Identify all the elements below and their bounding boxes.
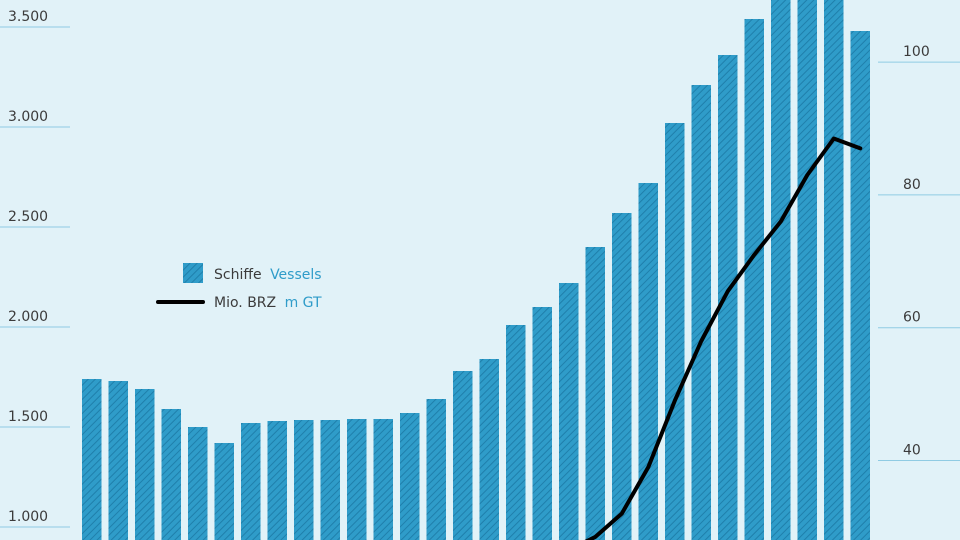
left-axis-tick-label: 1.500 [8,409,48,425]
left-axis-tick-label: 3.000 [8,109,48,125]
legend-vessels-en: Vessels [270,267,322,283]
vessels-bar [850,31,870,540]
vessels-bar [559,283,579,540]
legend-vessels-swatch [183,263,203,283]
vessels-bar [294,420,314,540]
right-axis-tick-label: 40 [903,443,921,459]
left-axis: 1.000 1.500 2.000 2.500 3.000 3.500 [0,9,70,528]
legend-vessels-de: Schiffe [214,267,262,283]
left-axis-tick-label: 2.500 [8,209,48,225]
vessels-bar [797,0,817,540]
vessels-bar [585,247,605,540]
vessels-bar [108,381,128,540]
vessels-bars [82,0,870,540]
vessels-bar [532,307,552,540]
left-axis-tick-label: 2.000 [8,309,48,325]
legend: Schiffe Vessels Mio. BRZ m GT [156,263,322,311]
vessels-bar [426,399,446,540]
legend-vessels-label: Schiffe Vessels [214,267,322,283]
legend-gt-en: m GT [285,295,322,311]
right-axis-tick-label: 80 [903,177,921,193]
legend-gt-label: Mio. BRZ m GT [214,295,322,311]
vessels-bar [453,371,473,540]
vessels-bar [241,423,261,540]
vessels-bar [320,420,340,540]
vessels-bar [479,359,499,540]
left-axis-tick-label: 1.000 [8,509,48,525]
vessels-bar [135,389,155,540]
right-axis-tick-label: 100 [903,44,930,60]
vessels-bar [82,379,102,540]
vessels-bar [161,409,181,540]
vessels-bar [771,0,791,540]
vessels-bar [824,0,844,540]
vessels-bar [188,427,208,540]
vessels-bar [400,413,420,540]
vessels-bar [373,419,393,540]
vessels-bar [267,421,287,540]
vessels-bar [718,55,738,540]
vessels-bar [691,85,711,540]
vessels-bar [347,419,367,540]
right-axis-tick-label: 60 [903,310,921,326]
vessels-bar [665,123,685,540]
legend-gt-de: Mio. BRZ [214,295,276,311]
vessels-bar [506,325,526,540]
vessels-bar [744,19,764,540]
left-axis-tick-label: 3.500 [8,9,48,25]
gt-series-line [584,136,863,540]
vessels-bar [612,213,632,540]
right-axis: 40 60 80 100 [878,44,960,461]
vessels-bar [638,183,658,540]
vessels-bar [214,443,234,540]
